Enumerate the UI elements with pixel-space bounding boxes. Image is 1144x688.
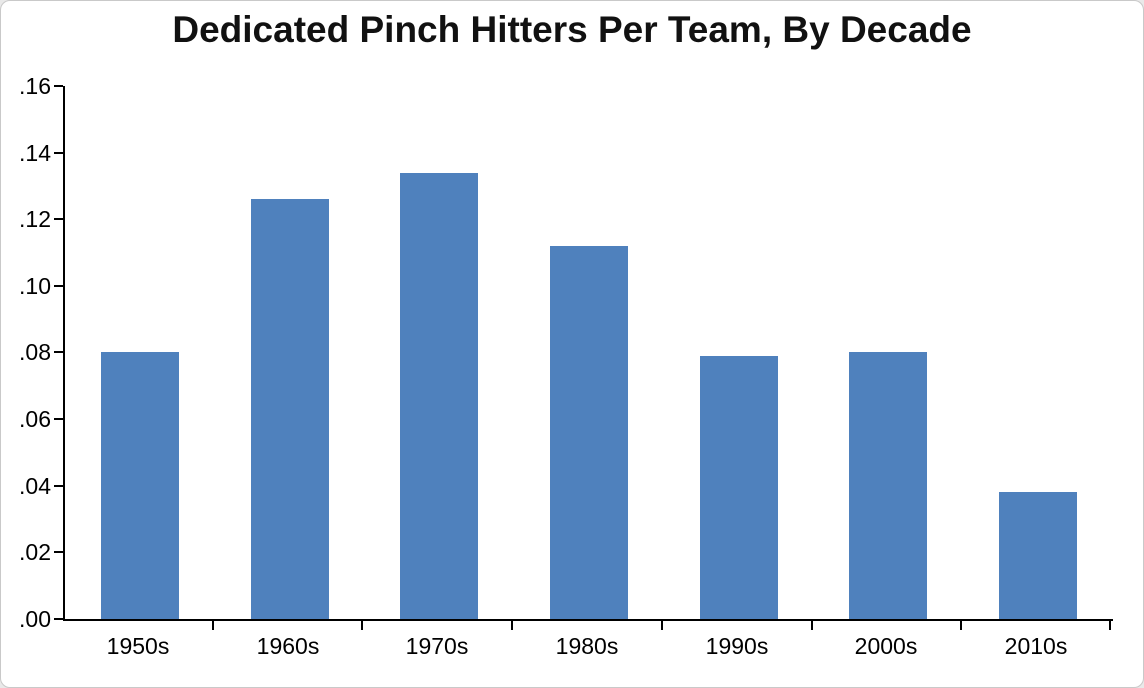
plot-area	[63, 86, 1113, 621]
x-axis-label-2000s: 2000s	[854, 633, 918, 659]
bar-1990s	[700, 356, 778, 619]
x-axis-tick	[960, 621, 962, 630]
x-axis-label-1980s: 1980s	[555, 633, 619, 659]
x-axis-label-1960s: 1960s	[256, 633, 320, 659]
bar-1950s	[101, 352, 179, 619]
y-axis-tick	[54, 351, 63, 353]
y-axis-label-.04: .04	[19, 473, 51, 499]
y-axis-label-.14: .14	[19, 140, 51, 166]
bar-2010s	[999, 492, 1077, 619]
y-axis-label-.06: .06	[19, 406, 51, 432]
x-axis-label-1950s: 1950s	[106, 633, 170, 659]
bar-1960s	[251, 199, 329, 619]
bar-1980s	[550, 246, 628, 619]
y-axis-tick	[54, 418, 63, 420]
y-axis-label-.16: .16	[19, 73, 51, 99]
x-axis-label-1990s: 1990s	[705, 633, 769, 659]
x-axis-tick	[511, 621, 513, 630]
bar-1970s	[400, 173, 478, 619]
y-axis-tick	[54, 551, 63, 553]
y-axis-label-.00: .00	[19, 606, 51, 632]
x-axis-label-1970s: 1970s	[405, 633, 469, 659]
y-axis-tick	[54, 618, 63, 620]
y-axis-label-.12: .12	[19, 206, 51, 232]
y-axis-tick	[54, 218, 63, 220]
y-axis-label-.08: .08	[19, 339, 51, 365]
y-axis-label-.02: .02	[19, 539, 51, 565]
x-axis-tick	[212, 621, 214, 630]
x-axis-tick	[811, 621, 813, 630]
x-axis-label-2010s: 2010s	[1004, 633, 1068, 659]
y-axis-tick	[54, 485, 63, 487]
y-axis-label-.10: .10	[19, 273, 51, 299]
x-axis-tick	[661, 621, 663, 630]
chart-title: Dedicated Pinch Hitters Per Team, By Dec…	[172, 9, 972, 50]
y-axis-tick	[54, 285, 63, 287]
y-axis-tick	[54, 152, 63, 154]
y-axis-tick	[54, 85, 63, 87]
x-axis-tick	[1109, 621, 1111, 630]
x-axis-tick	[361, 621, 363, 630]
bar-2000s	[849, 352, 927, 619]
